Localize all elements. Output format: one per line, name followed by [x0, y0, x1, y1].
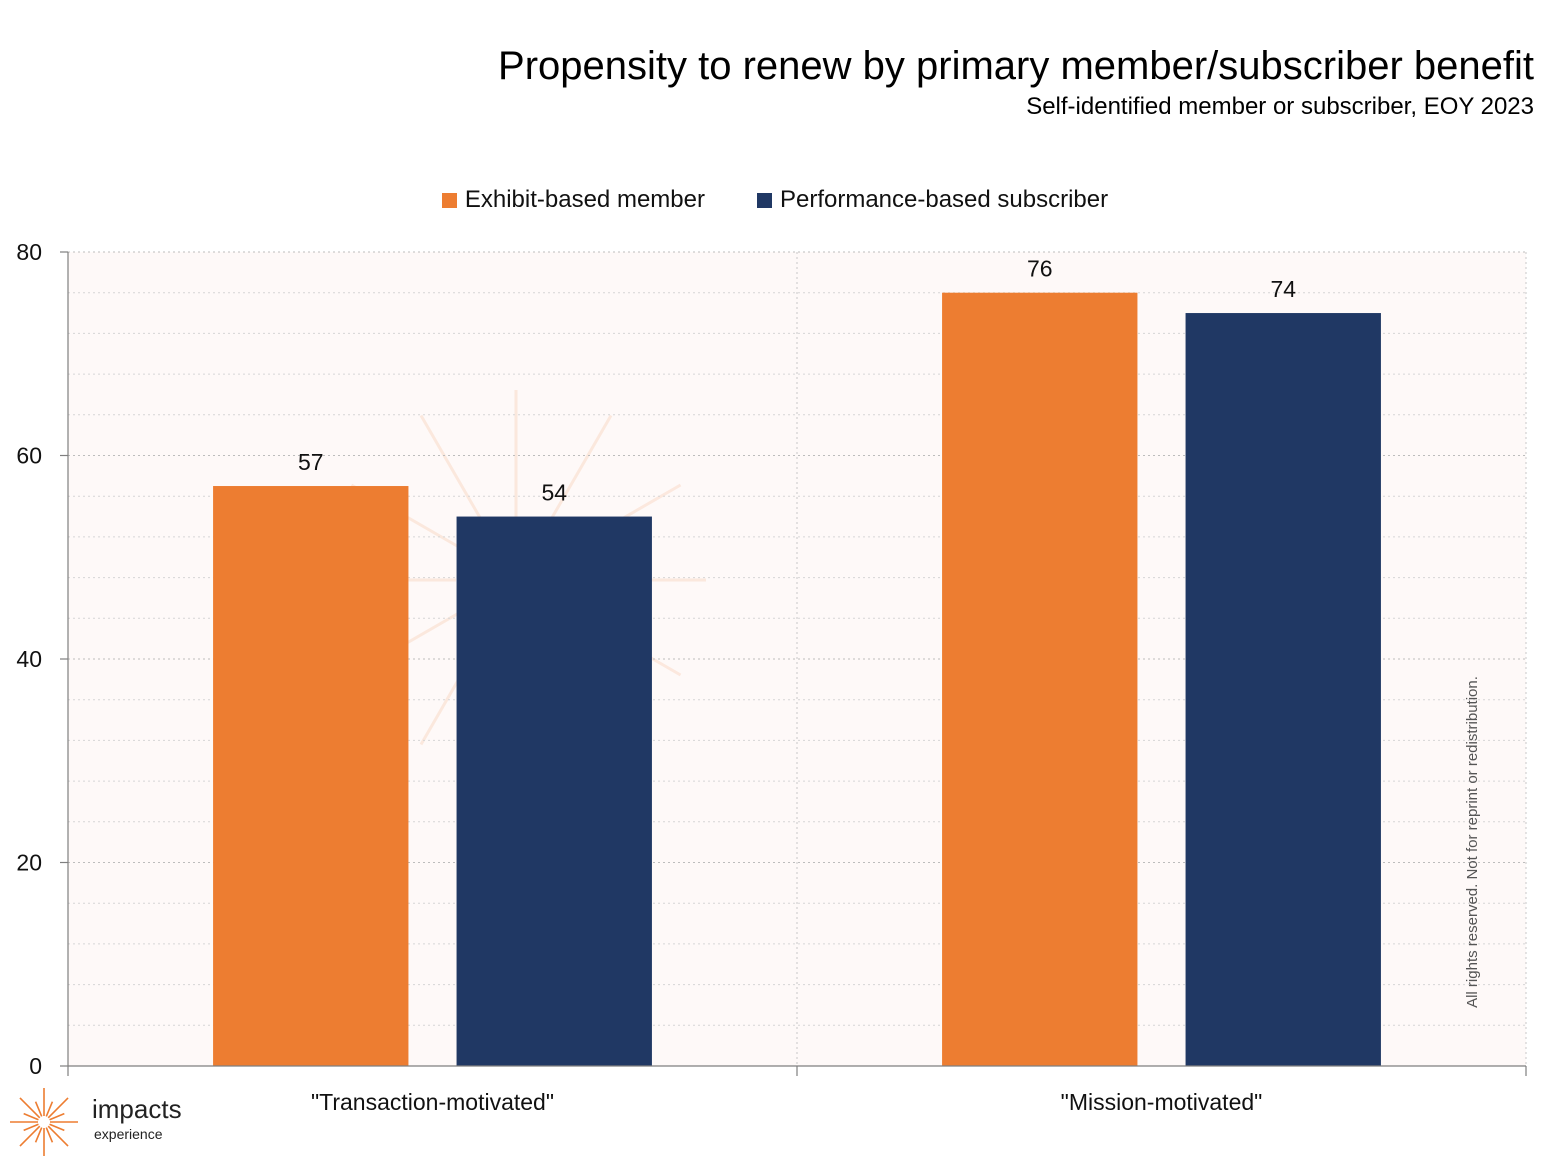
- logo-subtext: experience: [94, 1126, 163, 1142]
- logo-ray: [45, 1101, 54, 1117]
- copyright-notice: All rights reserved. Not for reprint or …: [1464, 676, 1481, 1008]
- logo-ray: [47, 1097, 69, 1119]
- logo-ray: [34, 1127, 43, 1143]
- x-tick-label: "Transaction-motivated": [311, 1089, 554, 1115]
- data-labels: 57 54 76 74: [298, 256, 1296, 506]
- impacts-logo: impacts experience: [6, 1084, 196, 1160]
- logo-ray: [23, 1112, 39, 1121]
- legend: Exhibit-based member Performance-based s…: [0, 186, 1550, 214]
- x-axis: "Transaction-motivated" "Mission-motivate…: [67, 1065, 1527, 1115]
- logo-ray: [45, 1127, 54, 1143]
- logo-ray: [19, 1125, 41, 1147]
- data-label: 57: [298, 449, 324, 475]
- bar: [1185, 313, 1381, 1066]
- logo-ray: [23, 1123, 39, 1132]
- logo-ray: [49, 1123, 65, 1132]
- watermark-ray: [419, 414, 488, 529]
- legend-swatch-performance: [756, 192, 772, 208]
- sunburst-icon: [10, 1088, 78, 1156]
- bar: [213, 486, 409, 1066]
- logo-ray: [34, 1101, 43, 1117]
- legend-item-performance: Performance-based subscriber: [756, 186, 1109, 214]
- y-tick-label: 80: [16, 239, 42, 265]
- chart-title: Propensity to renew by primary member/su…: [498, 44, 1534, 88]
- logo-text: impacts: [92, 1094, 182, 1124]
- legend-label-performance: Performance-based subscriber: [779, 186, 1109, 213]
- y-tick-label: 0: [29, 1053, 42, 1079]
- y-tick-label: 60: [16, 443, 42, 469]
- bar: [456, 516, 652, 1066]
- y-tick-label: 20: [16, 850, 42, 876]
- bar: [942, 292, 1138, 1066]
- logo-ray: [47, 1125, 69, 1147]
- bars: [213, 292, 1381, 1066]
- y-axis: 0 20 40 60 80: [16, 239, 69, 1079]
- legend-swatch-exhibit: [441, 192, 457, 208]
- logo-ray: [49, 1112, 65, 1121]
- chart-subtitle: Self-identified member or subscriber, EO…: [1026, 93, 1534, 120]
- legend-item-exhibit: Exhibit-based member: [441, 186, 705, 214]
- watermark-ray: [544, 414, 613, 529]
- y-tick-label: 40: [16, 646, 42, 672]
- logo-ray: [19, 1097, 41, 1119]
- data-label: 74: [1270, 276, 1296, 302]
- data-label: 54: [541, 480, 567, 506]
- x-tick-label: "Mission-motivated": [1061, 1089, 1263, 1115]
- data-label: 76: [1027, 256, 1053, 282]
- legend-label-exhibit: Exhibit-based member: [464, 186, 705, 213]
